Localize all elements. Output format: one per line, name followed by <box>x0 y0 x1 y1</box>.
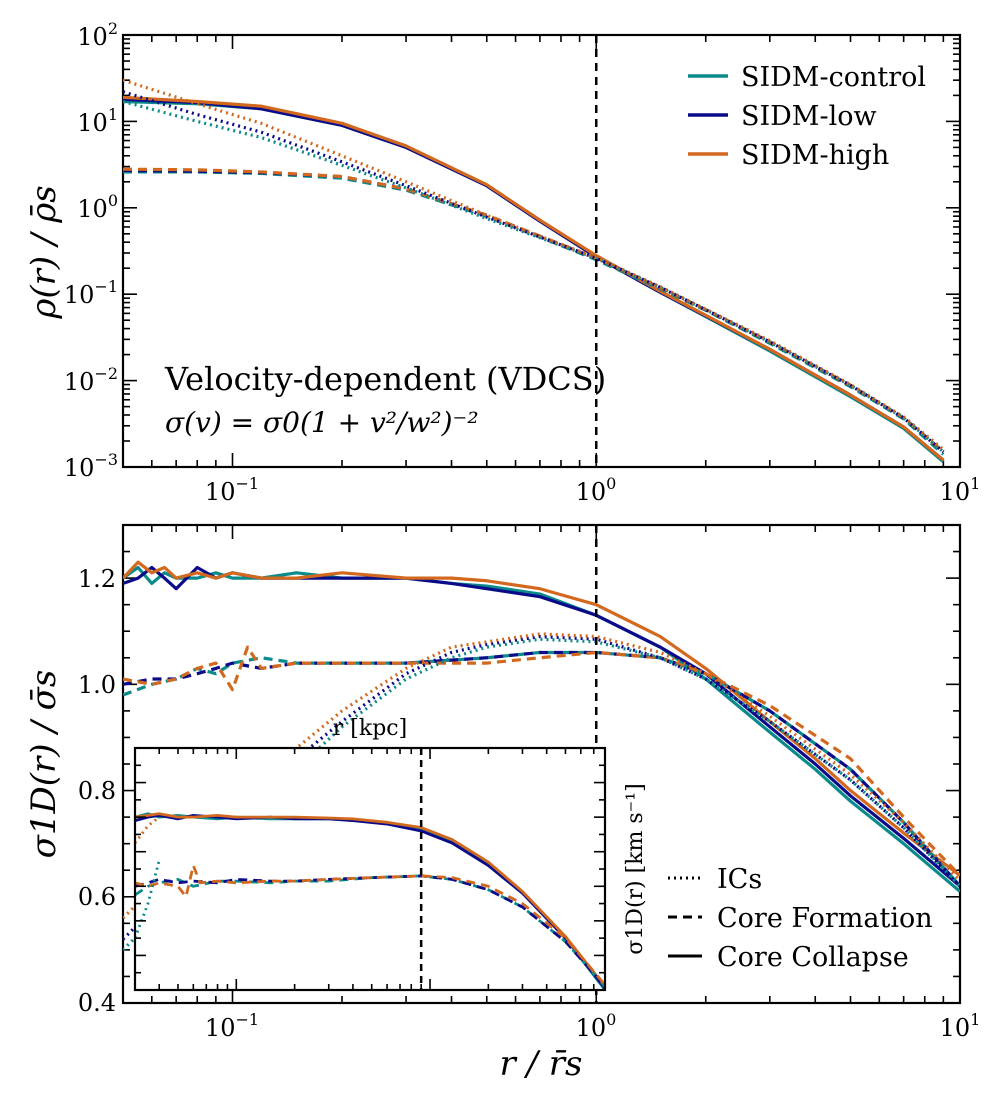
inset-frame <box>133 746 607 992</box>
density-ticks <box>122 34 961 468</box>
model-annotation-title: Velocity-dependent (VDCS) <box>164 360 606 398</box>
series-sidm-high-dotted <box>135 816 161 844</box>
dispersion-xlabel: r / r̄s <box>499 1044 582 1084</box>
inset-xlabel: r [kpc] <box>333 716 407 741</box>
series-sidm-high-dashed <box>123 645 960 877</box>
density-series <box>123 78 945 463</box>
inset-background <box>135 748 605 990</box>
dispersion-xtick-10: 101 <box>940 1010 981 1042</box>
dispersion-xtick-1: 100 <box>576 1010 617 1042</box>
density-ytick-1e-2: 10−2 <box>64 364 118 396</box>
series-sidm-high-solid <box>123 95 945 462</box>
density-ylabel: ρ(r) / ρ̄s <box>24 185 64 319</box>
density-legend: SIDM-control SIDM-low SIDM-high <box>688 62 926 171</box>
dispersion-ytick-1.0: 1.0 <box>78 671 116 699</box>
density-xtick-1: 100 <box>576 474 617 506</box>
series-sidm-low-dashed <box>135 874 605 988</box>
density-xtick-10: 101 <box>940 474 981 506</box>
density-ytick-1e1: 101 <box>77 105 118 137</box>
density-xtick-0.1: 10−1 <box>205 474 259 506</box>
model-annotation-equation: σ(v) = σ0(1 + v²/w²)⁻² <box>165 406 479 439</box>
legend-label-core-formation: Core Formation <box>717 903 933 934</box>
series-sidm-high-solid <box>135 812 605 988</box>
series-sidm-high-dotted <box>123 78 945 451</box>
linestyle-legend: ICs Core Formation Core Collapse <box>668 864 933 973</box>
dispersion-ytick-0.4: 0.4 <box>78 989 116 1017</box>
density-ytick-1e-1: 10−1 <box>64 277 118 309</box>
series-sidm-high-dashed <box>135 864 605 986</box>
dispersion-ytick-1.2: 1.2 <box>78 565 116 593</box>
dispersion-ticks <box>122 524 961 1004</box>
series-sidm-control-dotted <box>135 860 161 939</box>
legend-label-low: SIDM-low <box>741 101 877 132</box>
dispersion-ytick-0.8: 0.8 <box>78 777 116 805</box>
dispersion-panel: 0.4 0.6 0.8 1.0 1.2 10−1 100 101 σ1D(r) … <box>24 523 981 1084</box>
density-panel: 10−3 10−2 10−1 100 101 102 10−1 100 101 … <box>24 19 980 506</box>
density-plot-frame <box>121 33 962 469</box>
series-sidm-low-dashed <box>123 650 960 888</box>
legend-label-core-collapse: Core Collapse <box>717 942 909 973</box>
dispersion-xtick-0.1: 10−1 <box>205 1010 259 1042</box>
legend-label-ics: ICs <box>717 864 762 895</box>
density-ytick-1e2: 102 <box>77 19 118 51</box>
legend-label-control: SIDM-control <box>741 62 926 93</box>
inset-ylabel: σ1D(r) [km s⁻¹] <box>623 783 648 954</box>
dispersion-ylabel: σ1D(r) / σ̄s <box>24 670 64 859</box>
inset-panel: r [kpc] σ1D(r) [km s⁻¹] <box>133 716 648 992</box>
density-ytick-1e0: 100 <box>77 191 118 223</box>
inset-series <box>135 812 605 990</box>
density-ytick-1e-3: 10−3 <box>64 450 118 482</box>
dispersion-ytick-0.6: 0.6 <box>78 883 116 911</box>
legend-label-high: SIDM-high <box>741 140 889 171</box>
